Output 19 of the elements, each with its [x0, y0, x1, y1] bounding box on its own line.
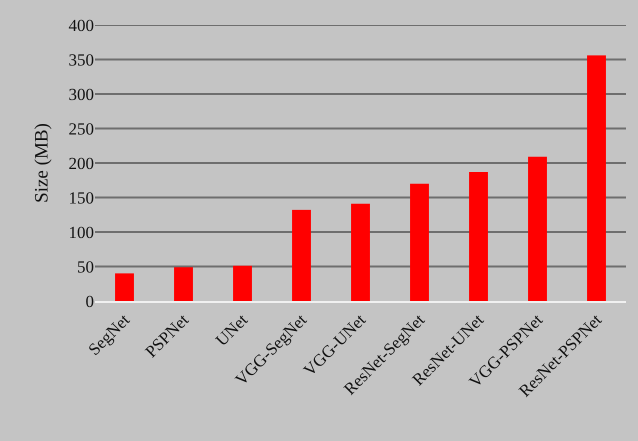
y-tick-label: 150: [68, 188, 94, 208]
y-tick-label: 300: [68, 84, 94, 104]
bar: [233, 266, 252, 301]
y-tick-label: 400: [68, 16, 94, 35]
y-tick-label: 250: [68, 119, 94, 138]
bar: [587, 55, 606, 301]
y-axis-title: Size (MB): [31, 123, 52, 203]
bar: [351, 204, 370, 301]
y-tick-label: 0: [86, 292, 94, 311]
bar: [469, 172, 488, 301]
y-tick-label: 100: [68, 222, 94, 242]
y-tick-label: 350: [68, 50, 94, 70]
y-tick-label: 200: [68, 154, 94, 173]
bar: [174, 267, 193, 301]
bar: [410, 184, 429, 301]
bar: [528, 156, 547, 301]
y-tick-label: 50: [77, 257, 94, 276]
bar: [115, 273, 134, 301]
bar: [292, 210, 311, 301]
